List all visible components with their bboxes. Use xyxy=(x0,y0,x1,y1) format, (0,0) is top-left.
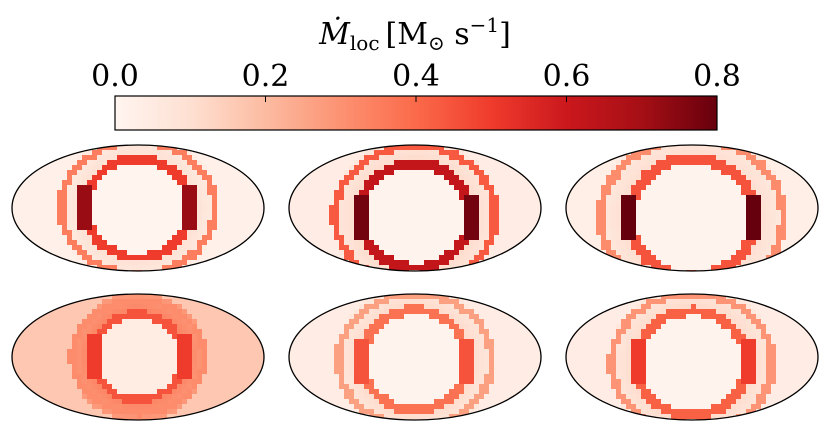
colorbar-title-unit-mid: s xyxy=(445,17,470,52)
panel-outline xyxy=(11,144,265,272)
colorbar-tick-label: 0.2 xyxy=(242,59,290,94)
colorbar-title-unit-sub: ⊙ xyxy=(428,31,445,55)
colorbar-title: Ṁloc [M⊙ s−1] xyxy=(318,13,511,55)
colorbar-title-unit-prefix: [M xyxy=(386,17,428,52)
panel-field xyxy=(289,145,541,271)
panel xyxy=(565,144,819,272)
panel xyxy=(288,144,542,272)
colorbar-tick-label: 0.4 xyxy=(392,59,440,94)
colorbar-title-unit-sup: −1 xyxy=(470,13,499,37)
panel xyxy=(11,144,265,272)
panel-outline xyxy=(565,144,819,272)
colorbar-tick-label: 0.0 xyxy=(91,59,139,94)
panel-field xyxy=(289,294,541,420)
panel-field xyxy=(12,145,264,271)
colorbar-tick-label: 0.8 xyxy=(693,59,741,94)
panel xyxy=(11,293,265,421)
colorbar-title-subscript: loc xyxy=(350,31,380,55)
panel xyxy=(565,293,819,421)
panel-outline xyxy=(565,293,819,421)
colorbar-ticks: 0.0 0.2 0.4 0.6 0.8 xyxy=(91,59,741,102)
colorbar-title-symbol: Ṁ xyxy=(318,16,351,52)
panel-field xyxy=(566,294,818,420)
colorbar-title-unit-suffix: ] xyxy=(499,17,511,52)
colorbar-tick-label: 0.6 xyxy=(543,59,591,94)
panel-outline xyxy=(288,144,542,272)
panels xyxy=(11,144,819,421)
panel-outline xyxy=(11,293,265,421)
panel-outline xyxy=(288,293,542,421)
panel xyxy=(288,293,542,421)
